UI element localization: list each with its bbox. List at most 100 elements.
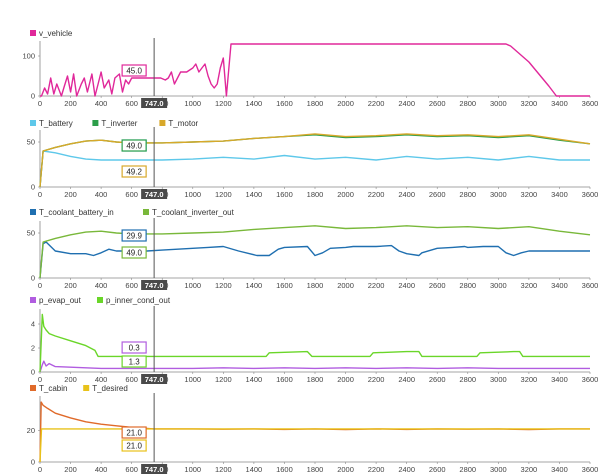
cursor-time-badge[interactable] bbox=[141, 464, 168, 474]
x-tick-label: 2000 bbox=[337, 465, 354, 474]
x-tick-label: 2000 bbox=[337, 281, 354, 290]
chart-panel-4[interactable]: p_evap_outp_inner_cond_out02004006008001… bbox=[30, 296, 598, 384]
cursor-value-badge-p_inner_cond_out bbox=[121, 355, 147, 368]
legend-label-p_evap_out[interactable]: p_evap_out bbox=[39, 296, 82, 305]
x-tick-label: 1400 bbox=[246, 99, 263, 108]
cursor-value-badge-v_vehicle bbox=[121, 64, 147, 77]
x-tick-label: 1600 bbox=[276, 99, 293, 108]
x-tick-label: 2400 bbox=[398, 99, 415, 108]
x-tick-label: 3200 bbox=[521, 99, 538, 108]
x-tick-label: 200 bbox=[64, 281, 77, 290]
series-line-v_vehicle[interactable] bbox=[40, 43, 590, 97]
x-tick-label: 2800 bbox=[459, 99, 476, 108]
legend-label-T_motor[interactable]: T_motor bbox=[168, 119, 198, 128]
x-tick-label: 1000 bbox=[184, 281, 201, 290]
cursor-value-badge-T_coolant_battery_in bbox=[121, 229, 147, 242]
legend-swatch-T_cabin bbox=[30, 385, 36, 391]
legend-label-T_coolant_battery_in[interactable]: T_coolant_battery_in bbox=[39, 208, 114, 217]
series-line-T_coolant_inverter_out[interactable] bbox=[39, 225, 591, 279]
cursor-value-badge-T_coolant_inverter_out bbox=[121, 246, 147, 259]
y-tick-label: 100 bbox=[22, 52, 35, 61]
x-tick-label: 1800 bbox=[307, 375, 324, 384]
legend-label-T_cabin[interactable]: T_cabin bbox=[39, 384, 67, 393]
x-tick-label: 2000 bbox=[337, 375, 354, 384]
x-tick-label: 2200 bbox=[368, 375, 385, 384]
legend-swatch-T_inverter bbox=[92, 120, 99, 126]
series-line-T_battery[interactable] bbox=[39, 150, 590, 188]
cursor-value-T_desired: 21.0 bbox=[126, 442, 142, 451]
chart-panel-2[interactable]: T_batteryT_inverterT_motor02004006008001… bbox=[27, 119, 599, 199]
x-tick-label: 1000 bbox=[184, 375, 201, 384]
cursor-time-label: 747.0 bbox=[145, 465, 164, 474]
chart-panel-1[interactable]: v_vehicle0200400600800100012001400160018… bbox=[22, 29, 598, 108]
x-tick-label: 600 bbox=[125, 281, 138, 290]
x-tick-label: 1200 bbox=[215, 190, 232, 199]
x-tick-label: 0 bbox=[38, 375, 42, 384]
legend-swatch-T_coolant_battery_in bbox=[30, 209, 36, 215]
x-tick-label: 3600 bbox=[582, 99, 599, 108]
x-tick-label: 600 bbox=[125, 99, 138, 108]
x-tick-label: 3600 bbox=[582, 465, 599, 474]
x-tick-label: 3400 bbox=[551, 375, 568, 384]
x-tick-label: 400 bbox=[95, 465, 108, 474]
x-tick-label: 600 bbox=[125, 375, 138, 384]
cursor-time-label: 747.0 bbox=[145, 281, 164, 290]
series-line-T_coolant_battery_in[interactable] bbox=[39, 241, 590, 279]
x-tick-label: 2200 bbox=[368, 190, 385, 199]
cursor-time-badge[interactable] bbox=[141, 374, 168, 384]
x-tick-label: 1600 bbox=[276, 190, 293, 199]
x-tick-label: 1200 bbox=[215, 99, 232, 108]
y-tick-label: 0 bbox=[31, 92, 35, 101]
x-tick-label: 1200 bbox=[215, 375, 232, 384]
cursor-time-badge[interactable] bbox=[141, 98, 168, 108]
x-tick-label: 3000 bbox=[490, 465, 507, 474]
x-tick-label: 1200 bbox=[215, 465, 232, 474]
x-tick-label: 1800 bbox=[307, 99, 324, 108]
x-tick-label: 3200 bbox=[521, 190, 538, 199]
y-tick-label: 50 bbox=[27, 229, 35, 238]
x-tick-label: 2400 bbox=[398, 190, 415, 199]
series-line-T_desired[interactable] bbox=[39, 428, 590, 463]
x-tick-label: 1400 bbox=[246, 375, 263, 384]
x-tick-label: 0 bbox=[38, 99, 42, 108]
x-tick-label: 2400 bbox=[398, 375, 415, 384]
x-tick-label: 1400 bbox=[246, 465, 263, 474]
cursor-time-badge[interactable] bbox=[141, 189, 168, 199]
x-tick-label: 2200 bbox=[368, 99, 385, 108]
x-tick-label: 3000 bbox=[490, 281, 507, 290]
legend-swatch-T_coolant_inverter_out bbox=[143, 209, 149, 215]
legend-label-T_desired[interactable]: T_desired bbox=[92, 384, 128, 393]
legend-label-T_inverter[interactable]: T_inverter bbox=[101, 119, 137, 128]
x-tick-label: 2600 bbox=[429, 99, 446, 108]
x-tick-label: 400 bbox=[95, 99, 108, 108]
cursor-value-badge-p_evap_out bbox=[121, 341, 147, 354]
chart-panel-3[interactable]: T_coolant_battery_in T_coolant_inverter_o… bbox=[27, 208, 599, 290]
legend-label-T_coolant_inverter_out[interactable]: T_coolant_inverter_out bbox=[152, 208, 235, 217]
cursor-value-T_coolant_battery_in: 29.9 bbox=[126, 232, 142, 241]
cursor-value-T_motor: 49.2 bbox=[126, 168, 142, 177]
legend-label-v_vehicle[interactable]: v_vehicle bbox=[39, 29, 73, 38]
x-tick-label: 1400 bbox=[246, 281, 263, 290]
legend-label-p_inner_cond_out[interactable]: p_inner_cond_out bbox=[106, 296, 171, 305]
x-tick-label: 2800 bbox=[459, 281, 476, 290]
series-line-p_evap_out[interactable] bbox=[39, 360, 590, 373]
legend-label-T_battery[interactable]: T_battery bbox=[39, 119, 73, 128]
cursor-time-badge[interactable] bbox=[141, 280, 168, 290]
x-tick-label: 600 bbox=[125, 190, 138, 199]
y-tick-label: 0 bbox=[31, 368, 35, 377]
x-tick-label: 2600 bbox=[429, 465, 446, 474]
x-tick-label: 2800 bbox=[459, 375, 476, 384]
x-tick-label: 2400 bbox=[398, 281, 415, 290]
series-line-p_inner_cond_out[interactable] bbox=[39, 313, 590, 373]
x-tick-label: 200 bbox=[64, 465, 77, 474]
chart-panel-5[interactable]: T_cabinT_desired020040060080010001200140… bbox=[27, 384, 599, 474]
x-tick-label: 1000 bbox=[184, 465, 201, 474]
x-tick-label: 0 bbox=[38, 281, 42, 290]
cursor-value-p_inner_cond_out: 1.3 bbox=[129, 358, 141, 367]
series-line-T_motor[interactable] bbox=[39, 133, 591, 188]
y-tick-label: 0 bbox=[31, 458, 35, 467]
x-tick-label: 2800 bbox=[459, 190, 476, 199]
legend-swatch-T_desired bbox=[83, 385, 90, 391]
x-tick-label: 2000 bbox=[337, 99, 354, 108]
